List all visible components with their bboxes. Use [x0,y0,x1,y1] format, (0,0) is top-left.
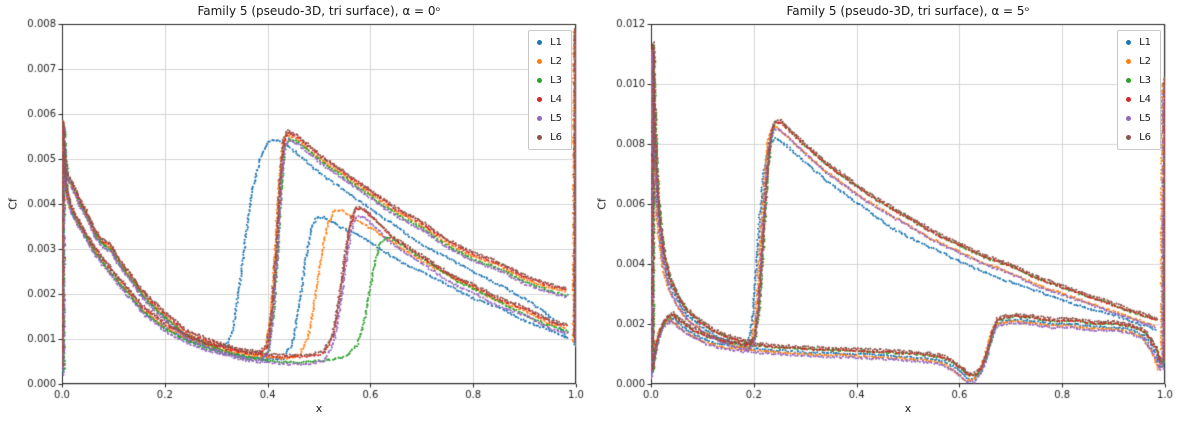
legend-marker-icon [1126,59,1132,64]
figure-alpha-5: Family 5 (pseudo-3D, tri surface), α = 5… [589,0,1177,422]
legend-label: L1 [550,37,562,48]
legend-label: L6 [550,132,562,143]
y-axis-label: Cf [6,198,20,210]
legend-label: L5 [1139,113,1151,124]
legend-item-L2: L2 [537,55,562,68]
legend-marker-icon [1126,97,1132,102]
legend-marker-icon [537,40,543,45]
figure-alpha-0: Family 5 (pseudo-3D, tri surface), α = 0… [0,0,588,422]
plot-title: Family 5 (pseudo-3D, tri surface), α = 5… [786,4,1030,18]
legend-label: L6 [1139,132,1151,143]
legend-marker-icon [537,135,543,140]
legend-marker-icon [1126,40,1132,45]
legend-marker-icon [1126,135,1132,140]
legend: L1 L2 L3 L4 L5 L6 [1117,30,1161,150]
x-axis-label: x [904,402,912,415]
legend-item-L4: L4 [1126,93,1151,106]
legend-label: L1 [1139,37,1151,48]
legend-item-L3: L3 [537,74,562,87]
legend-label: L3 [550,75,562,86]
legend-marker-icon [537,78,543,83]
legend-item-L1: L1 [537,36,562,49]
legend-item-L1: L1 [1126,36,1151,49]
legend-marker-icon [1126,116,1132,121]
y-axis-label: Cf [595,198,609,210]
legend: L1 L2 L3 L4 L5 L6 [528,30,572,150]
plot-title: Family 5 (pseudo-3D, tri surface), α = 0… [197,4,441,18]
legend-item-L5: L5 [537,112,562,125]
legend-label: L4 [1139,94,1151,105]
legend-label: L2 [550,56,562,67]
legend-item-L4: L4 [537,93,562,106]
legend-item-L6: L6 [1126,131,1151,144]
legend-label: L5 [550,113,562,124]
legend-item-L3: L3 [1126,74,1151,87]
legend-label: L2 [1139,56,1151,67]
plot-canvas-alpha-5 [589,0,1177,422]
legend-marker-icon [537,97,543,102]
x-axis-label: x [315,402,323,415]
plot-canvas-alpha-0 [0,0,588,422]
legend-marker-icon [1126,78,1132,83]
legend-marker-icon [537,116,543,121]
legend-item-L2: L2 [1126,55,1151,68]
legend-label: L4 [550,94,562,105]
legend-item-L6: L6 [537,131,562,144]
legend-label: L3 [1139,75,1151,86]
legend-marker-icon [537,59,543,64]
legend-item-L5: L5 [1126,112,1151,125]
